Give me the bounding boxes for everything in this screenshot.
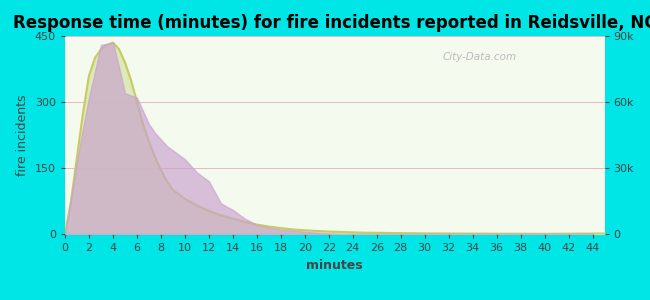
X-axis label: minutes: minutes: [306, 259, 363, 272]
Y-axis label: fire incidents: fire incidents: [16, 94, 29, 176]
Title: Response time (minutes) for fire incidents reported in Reidsville, NC: Response time (minutes) for fire inciden…: [13, 14, 650, 32]
Text: City-Data.com: City-Data.com: [443, 52, 517, 62]
